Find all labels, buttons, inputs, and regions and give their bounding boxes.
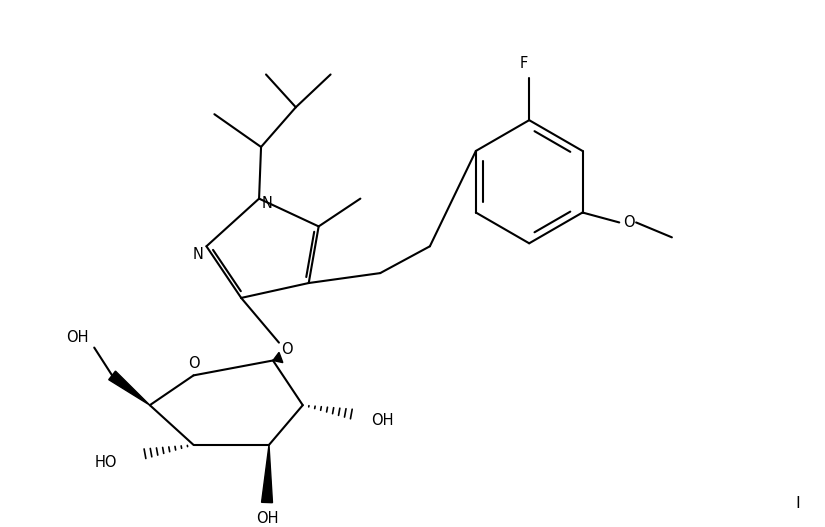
Polygon shape	[109, 371, 150, 405]
Text: OH: OH	[256, 511, 278, 526]
Text: OH: OH	[66, 330, 88, 345]
Text: OH: OH	[371, 413, 394, 427]
Text: N: N	[193, 247, 204, 262]
Polygon shape	[262, 445, 272, 503]
Text: HO: HO	[95, 455, 117, 470]
Text: O: O	[188, 356, 200, 371]
Text: N: N	[262, 196, 272, 211]
Polygon shape	[273, 353, 283, 363]
Text: I: I	[795, 496, 799, 511]
Text: O: O	[281, 342, 293, 357]
Text: O: O	[624, 215, 635, 230]
Text: F: F	[520, 56, 528, 71]
